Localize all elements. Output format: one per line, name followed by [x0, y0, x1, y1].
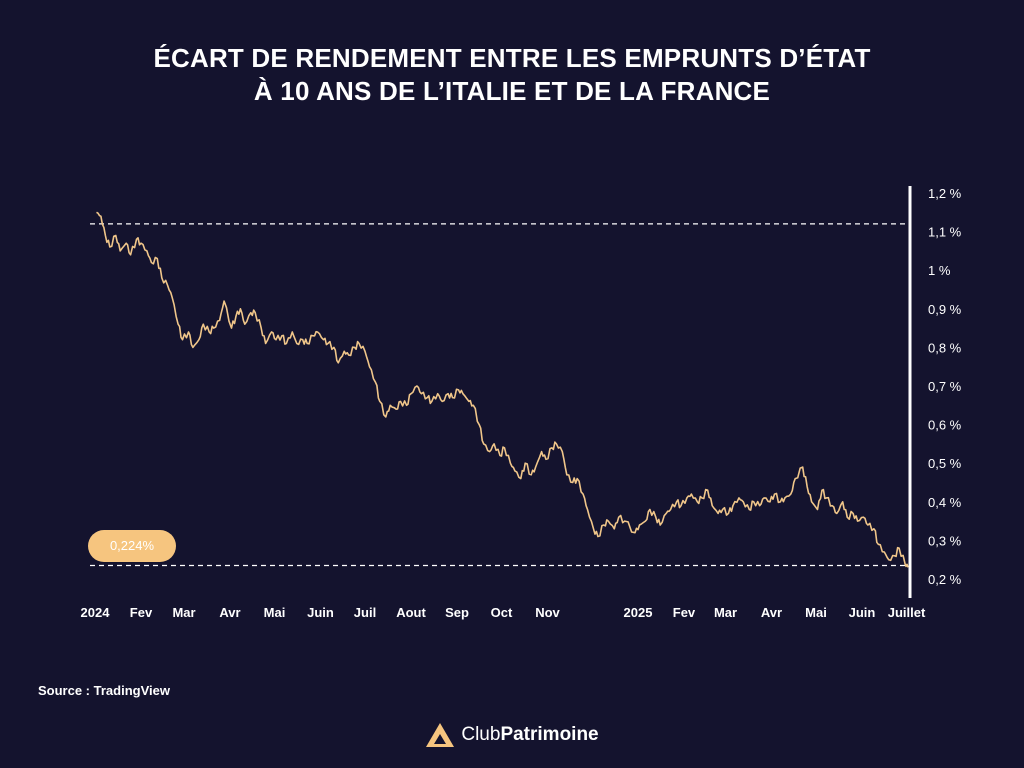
- source-note: Source : TradingView: [38, 683, 170, 698]
- y-tick-label: 0,9 %: [928, 302, 962, 317]
- y-tick-label: 0,5 %: [928, 456, 962, 471]
- x-tick-label: Mai: [264, 605, 286, 620]
- x-tick-label: Oct: [491, 605, 513, 620]
- last-value-badge: 0,224%: [88, 530, 176, 562]
- x-tick-label: 2025: [624, 605, 653, 620]
- reference-lines: [90, 223, 910, 567]
- x-tick-label: Fev: [673, 605, 696, 620]
- brand-logo: ClubPatrimoine: [0, 722, 1024, 748]
- y-tick-label: 0,6 %: [928, 418, 962, 433]
- y-tick-label: 0,8 %: [928, 340, 962, 355]
- x-tick-label: Juil: [354, 605, 376, 620]
- series-line: [96, 211, 909, 568]
- x-tick-label: Avr: [761, 605, 782, 620]
- y-tick-label: 1 %: [928, 263, 951, 278]
- y-tick-label: 0,2 %: [928, 572, 962, 587]
- x-tick-label: Juin: [849, 605, 876, 620]
- x-tick-label: Mar: [172, 605, 195, 620]
- triangle-logo-icon: [426, 723, 455, 747]
- y-tick-label: 0,3 %: [928, 533, 962, 548]
- y-axis: 1,2 % 1,1 % 1 % 0,9 % 0,8 % 0,7 % 0,6 % 0,5 % 0,…: [908, 186, 962, 598]
- y-tick-label: 1,2 %: [928, 186, 962, 201]
- x-tick-label: Mai: [805, 605, 827, 620]
- brand-name-part2: Patrimoine: [500, 724, 599, 745]
- x-axis: 2024 Fev Mar Avr Mai Juin Juil Aout Sep Oct Nov 202…: [81, 605, 926, 620]
- x-tick-label: Mar: [714, 605, 737, 620]
- x-tick-label: Fev: [130, 605, 153, 620]
- x-tick-label: Nov: [535, 605, 560, 620]
- x-tick-label: Juin: [307, 605, 334, 620]
- series-points: [96, 212, 908, 567]
- x-tick-label: Sep: [445, 605, 469, 620]
- x-tick-label: Aout: [396, 605, 426, 620]
- brand-name-part1: Club: [461, 724, 501, 745]
- chart-title-line2: À 10 ANS DE L’ITALIE ET DE LA FRANCE: [253, 76, 771, 106]
- brand-name: ClubPatrimoine: [461, 724, 598, 746]
- chart-title-line1: ÉCART DE RENDEMENT ENTRE LES EMPRUNTS D’…: [153, 43, 871, 73]
- x-tick-label: Juillet: [888, 605, 926, 620]
- y-tick-label: 0,4 %: [928, 495, 962, 510]
- y-tick-label: 0,7 %: [928, 379, 962, 394]
- chart-title: ÉCART DE RENDEMENT ENTRE LES EMPRUNTS D’…: [0, 42, 1024, 108]
- y-tick-label: 1,1 %: [928, 225, 962, 240]
- x-tick-label: 2024: [81, 605, 111, 620]
- x-tick-label: Avr: [219, 605, 240, 620]
